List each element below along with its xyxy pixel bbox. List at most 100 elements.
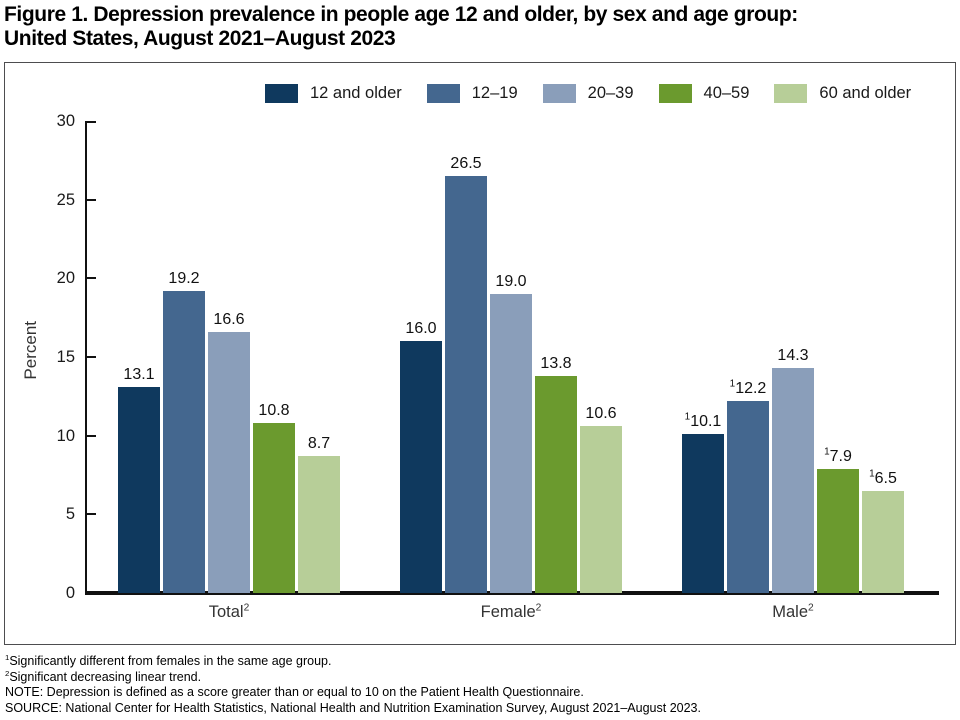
y-tick (87, 198, 96, 201)
bar-value-label: 16.6 (213, 310, 245, 328)
superscript-marker: 1 (5, 652, 10, 662)
y-tick-label: 25 (56, 190, 75, 209)
legend-swatch (658, 84, 692, 103)
bar-value-label: 17.9 (824, 446, 852, 465)
bar-cell: 14.3 (772, 121, 814, 593)
superscript-marker: 1 (729, 378, 736, 390)
x-axis-line (85, 591, 939, 595)
bar-group: 110.1 112.2 14.3 17.9 16.5 (682, 121, 904, 593)
footnote-line: 2Significant decreasing linear trend. (5, 668, 202, 684)
bar (445, 176, 487, 593)
y-axis (85, 121, 87, 593)
bar (208, 331, 250, 593)
y-tick (87, 121, 96, 123)
bar (535, 375, 577, 593)
superscript-marker: 1 (824, 446, 830, 458)
bar-value-label: 10.6 (585, 405, 617, 423)
bar-cell: 13.1 (118, 121, 160, 593)
bar (400, 341, 442, 593)
y-tick (87, 434, 96, 437)
bar-value-label: 13.8 (540, 354, 572, 372)
superscript-marker: 2 (5, 668, 10, 678)
bar (727, 401, 769, 593)
bar-cell: 19.0 (490, 121, 532, 593)
bar (682, 434, 724, 593)
figure-title-line2: United States, August 2021–August 2023 (4, 27, 396, 50)
figure-title-line1: Figure 1. Depression prevalence in peopl… (4, 3, 798, 26)
bar (862, 490, 904, 593)
legend-label: 40–59 (703, 84, 750, 102)
y-tick-label: 30 (56, 112, 75, 130)
bar-group: 13.1 19.2 16.6 10.8 8.7 (118, 121, 340, 593)
bar-value-label: 112.2 (729, 378, 767, 398)
bar (580, 426, 622, 593)
bar (772, 368, 814, 593)
legend-swatch (774, 84, 808, 103)
footnote-line: SOURCE: National Center for Health Stati… (5, 700, 701, 715)
bar (817, 468, 859, 593)
footnote-line: 1Significantly different from females in… (5, 652, 332, 668)
bar-cell: 16.0 (400, 121, 442, 593)
superscript-marker: 2 (808, 602, 814, 614)
bar-value-label: 14.3 (777, 347, 809, 365)
x-category-label: Female2 (480, 602, 542, 621)
y-tick-label: 10 (56, 426, 75, 445)
legend-swatch (265, 84, 298, 103)
bar-group: 16.0 26.5 19.0 13.8 10.6 (400, 121, 622, 593)
y-tick-label: 20 (56, 269, 75, 288)
bar-value-label: 26.5 (450, 155, 482, 173)
y-tick (87, 356, 96, 358)
legend-item: 20–39 (542, 84, 634, 103)
bar-cell: 10.6 (580, 121, 622, 593)
bar (490, 294, 532, 593)
bar-value-label: 19.0 (495, 273, 527, 291)
bar (253, 423, 295, 593)
bar-cell: 17.9 (817, 121, 859, 593)
bar-value-label: 16.0 (405, 320, 437, 338)
bar-cell: 10.8 (253, 121, 295, 593)
chart-frame: 12 and older 12–19 20–39 40–59 60 and older … (4, 62, 956, 645)
legend-item: 40–59 (658, 84, 750, 103)
x-category-label: Total2 (208, 602, 250, 621)
superscript-marker: 2 (535, 602, 542, 614)
bar-value-label: 16.5 (869, 468, 897, 487)
legend-item: 60 and older (774, 84, 911, 103)
legend-item: 12–19 (426, 84, 518, 103)
figure-title: Figure 1. Depression prevalence in peopl… (4, 3, 944, 51)
bar-value-label: 13.1 (123, 365, 155, 383)
bar-cell: 110.1 (682, 121, 724, 593)
legend-swatch (542, 84, 576, 103)
y-tick (87, 277, 96, 280)
bar-cell: 112.2 (727, 121, 769, 593)
superscript-marker: 1 (869, 468, 875, 480)
y-tick-label: 5 (65, 505, 75, 524)
bar (298, 456, 340, 593)
legend: 12 and older 12–19 20–39 40–59 60 and older (265, 84, 911, 103)
bar-cell: 19.2 (163, 121, 205, 593)
bar-cell: 26.5 (445, 121, 487, 593)
footnotes: 1Significantly different from females in… (5, 652, 955, 716)
footnote-line: NOTE: Depression is defined as a score g… (5, 685, 584, 699)
bar-cell: 16.5 (862, 121, 904, 593)
y-tick (87, 513, 96, 516)
x-category-label: Male2 (772, 602, 814, 621)
bar (118, 386, 160, 593)
legend-label: 60 and older (819, 84, 912, 102)
legend-label: 12 and older (310, 84, 402, 102)
legend-swatch (426, 84, 460, 103)
bar-value-label: 110.1 (684, 411, 722, 431)
bar-cell: 13.8 (535, 121, 577, 593)
bar-value-label: 19.2 (168, 269, 200, 287)
bar-value-label: 10.8 (258, 402, 290, 420)
legend-item: 12 and older (265, 84, 402, 103)
bar-cell: 16.6 (208, 121, 250, 593)
bar (163, 290, 205, 593)
y-tick-label: 0 (65, 584, 75, 602)
bar-cell: 8.7 (298, 121, 340, 593)
legend-label: 12–19 (471, 84, 518, 102)
superscript-marker: 1 (684, 411, 691, 423)
legend-label: 20–39 (587, 84, 634, 102)
bar-value-label: 8.7 (307, 435, 331, 453)
superscript-marker: 2 (243, 602, 250, 614)
y-tick-label: 15 (56, 348, 75, 366)
